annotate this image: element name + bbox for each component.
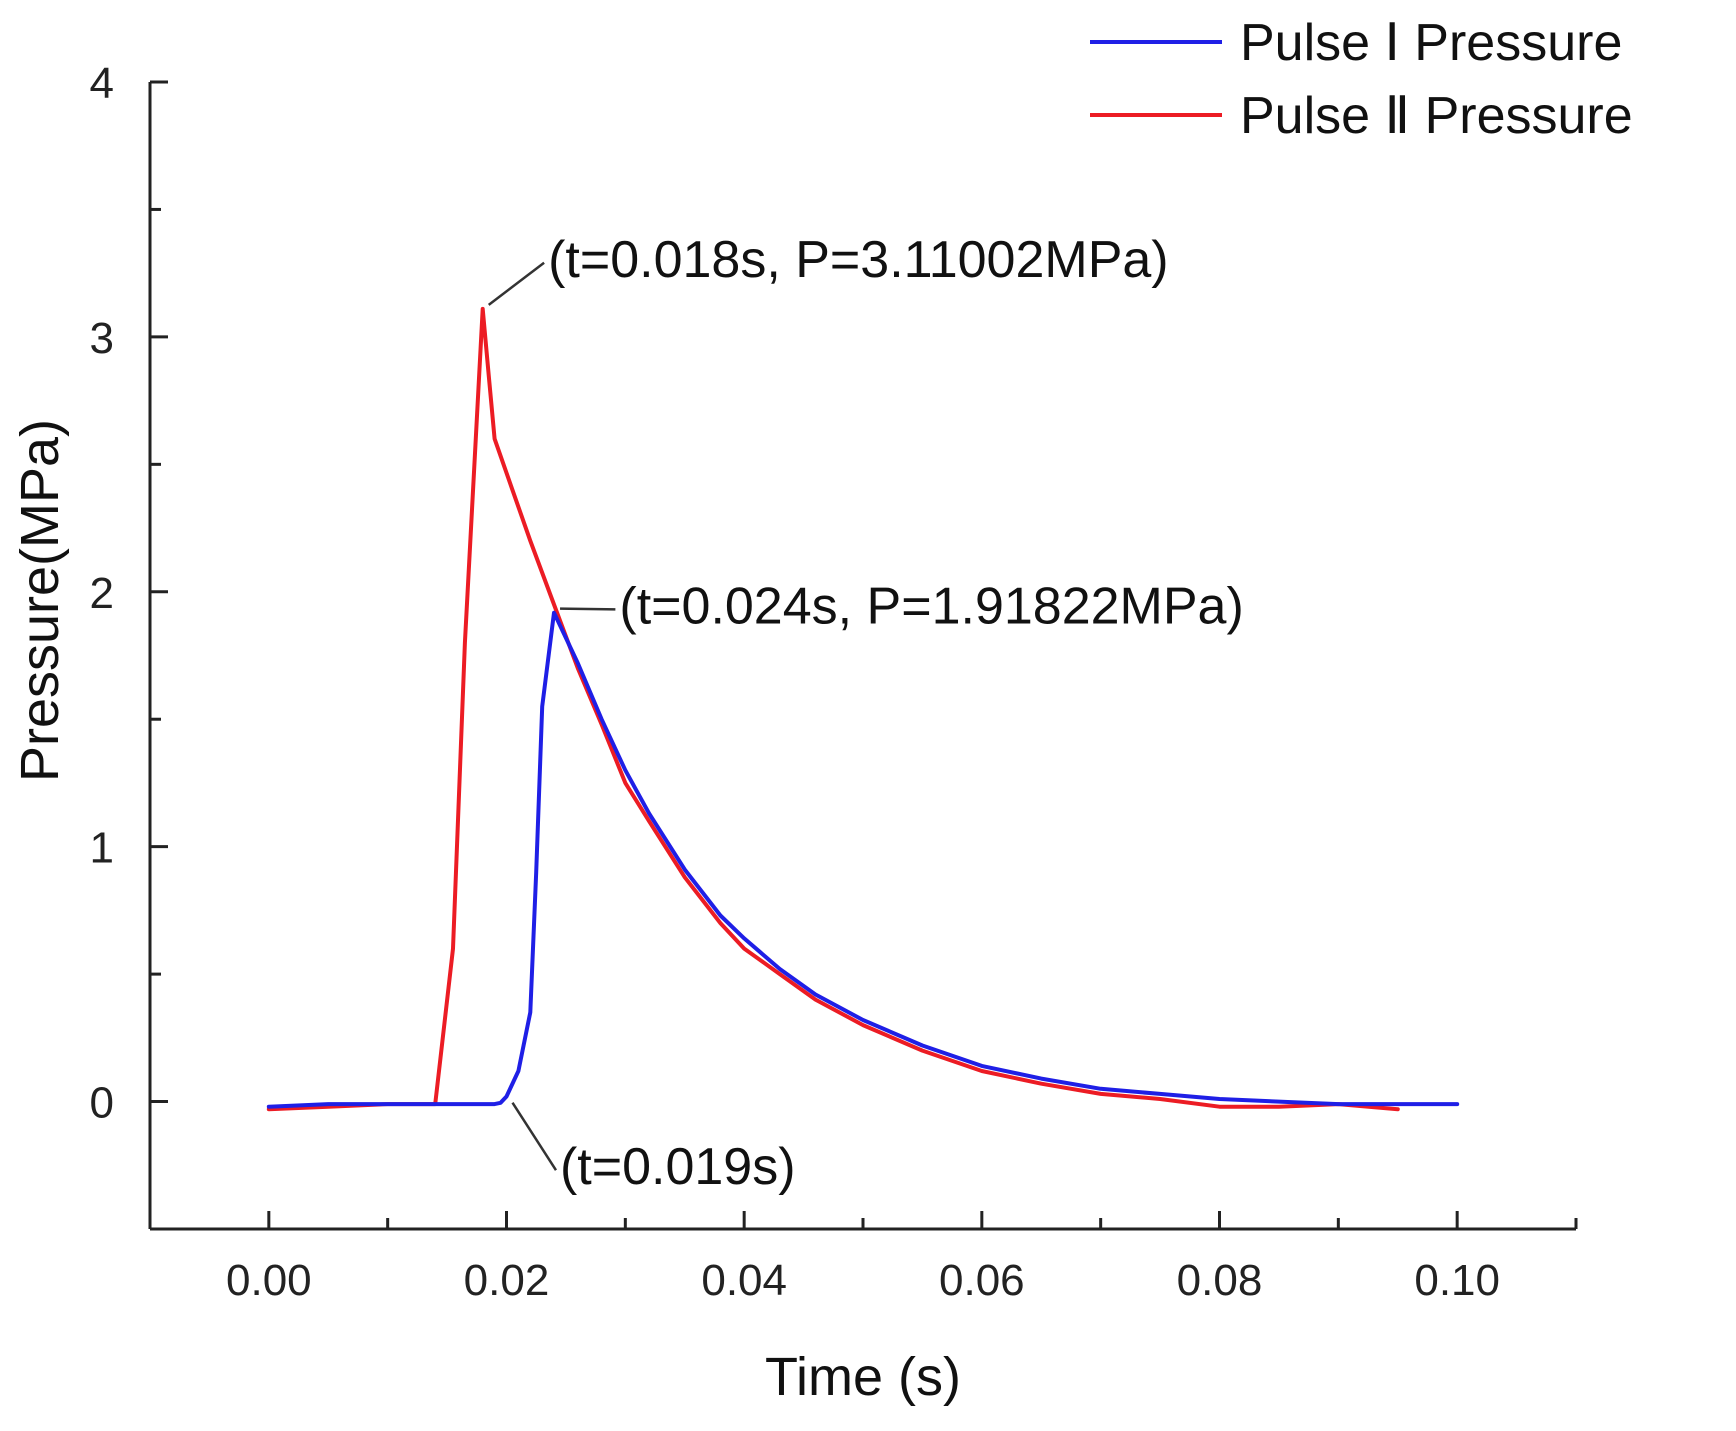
annotation-leader-line [560,607,616,611]
y-axis-title: Pressure(MPa) [10,419,70,782]
y-tick-label: 3 [90,314,114,363]
y-tick-label: 0 [90,1079,114,1128]
x-tick-label: 0.10 [1414,1256,1500,1305]
y-tick-label: 1 [90,824,114,873]
annotation-label: (t=0.018s, P=3.11002MPa) [548,231,1169,289]
annotations: (t=0.018s, P=3.11002MPa) (t=0.024s, P=1.9… [487,231,1244,1196]
x-tick-label: 0.06 [939,1256,1025,1305]
axes: 0.00 0.02 0.04 0.06 0.08 0.10 0 1 2 3 4 [90,59,1578,1305]
x-tick-label: 0.04 [701,1256,787,1305]
legend: Pulse Ⅰ Pressure Pulse Ⅱ Pressure [1090,14,1633,145]
x-tick-label: 0.02 [464,1256,550,1305]
series-line-pulse-2 [266,306,1400,1112]
x-tick-label: 0.08 [1177,1256,1263,1305]
x-axis-title: Time (s) [765,1347,961,1407]
x-tick-label: 0.00 [226,1256,312,1305]
annotation-leader-line [487,261,545,306]
legend-label: Pulse Ⅰ Pressure [1240,14,1622,72]
legend-label: Pulse Ⅱ Pressure [1240,87,1633,145]
series-line-pulse-1 [266,610,1460,1109]
y-tick-label: 4 [90,59,114,108]
annotation-label: (t=0.024s, P=1.91822MPa) [619,577,1243,635]
annotation-leader-line [511,1101,558,1171]
y-tick-label: 2 [90,569,114,618]
annotation-label: (t=0.019s) [560,1138,796,1196]
series-layer [266,306,1460,1112]
